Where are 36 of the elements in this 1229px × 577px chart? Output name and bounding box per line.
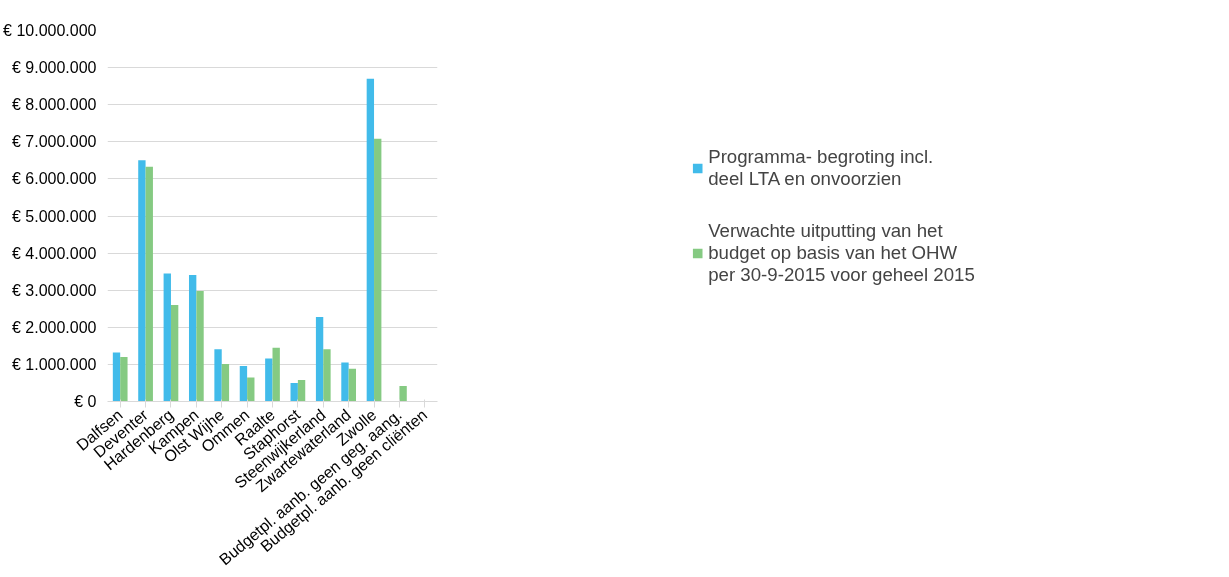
y-tick-label: € 9.000.000 (11, 59, 97, 77)
y-tick-label: € 8.000.000 (11, 96, 97, 114)
bar (265, 358, 273, 402)
y-tick-label: € 2.000.000 (11, 318, 97, 336)
bar (297, 379, 306, 402)
bar (145, 166, 153, 402)
y-tick-label: € 5.000.000 (11, 207, 97, 225)
bar (112, 352, 121, 402)
bar (188, 274, 197, 402)
bar (214, 349, 222, 402)
bar (138, 160, 146, 402)
bar (196, 290, 204, 402)
bar (170, 305, 179, 402)
y-tick-label: € 4.000.000 (11, 244, 97, 262)
bar (315, 316, 324, 402)
bar (341, 362, 349, 402)
bar (374, 138, 382, 402)
bar (221, 364, 230, 402)
y-tick-label: € 7.000.000 (11, 133, 97, 151)
bar (366, 78, 375, 402)
y-tick-label: € 10.000.000 (3, 22, 97, 39)
y-tick-label: € 0 (74, 393, 97, 410)
bar (163, 273, 171, 402)
y-tick-label: € 6.000.000 (11, 170, 97, 188)
bar (348, 368, 357, 402)
bar (239, 365, 248, 402)
bar (247, 377, 255, 402)
bar (290, 382, 298, 402)
y-tick-label: € 1.000.000 (11, 355, 97, 373)
bar (323, 349, 331, 402)
y-tick-label: € 3.000.000 (11, 281, 97, 299)
bar (399, 385, 407, 402)
legend-label: Programma- begroting incl. deel LTA en onvoorzien (708, 145, 934, 190)
bar (272, 347, 280, 402)
legend-label: Verwachte uitputting van het budget op basis van het OHW per 30-9-2015 voor geheel 2015 (708, 219, 975, 286)
bar (120, 356, 128, 402)
